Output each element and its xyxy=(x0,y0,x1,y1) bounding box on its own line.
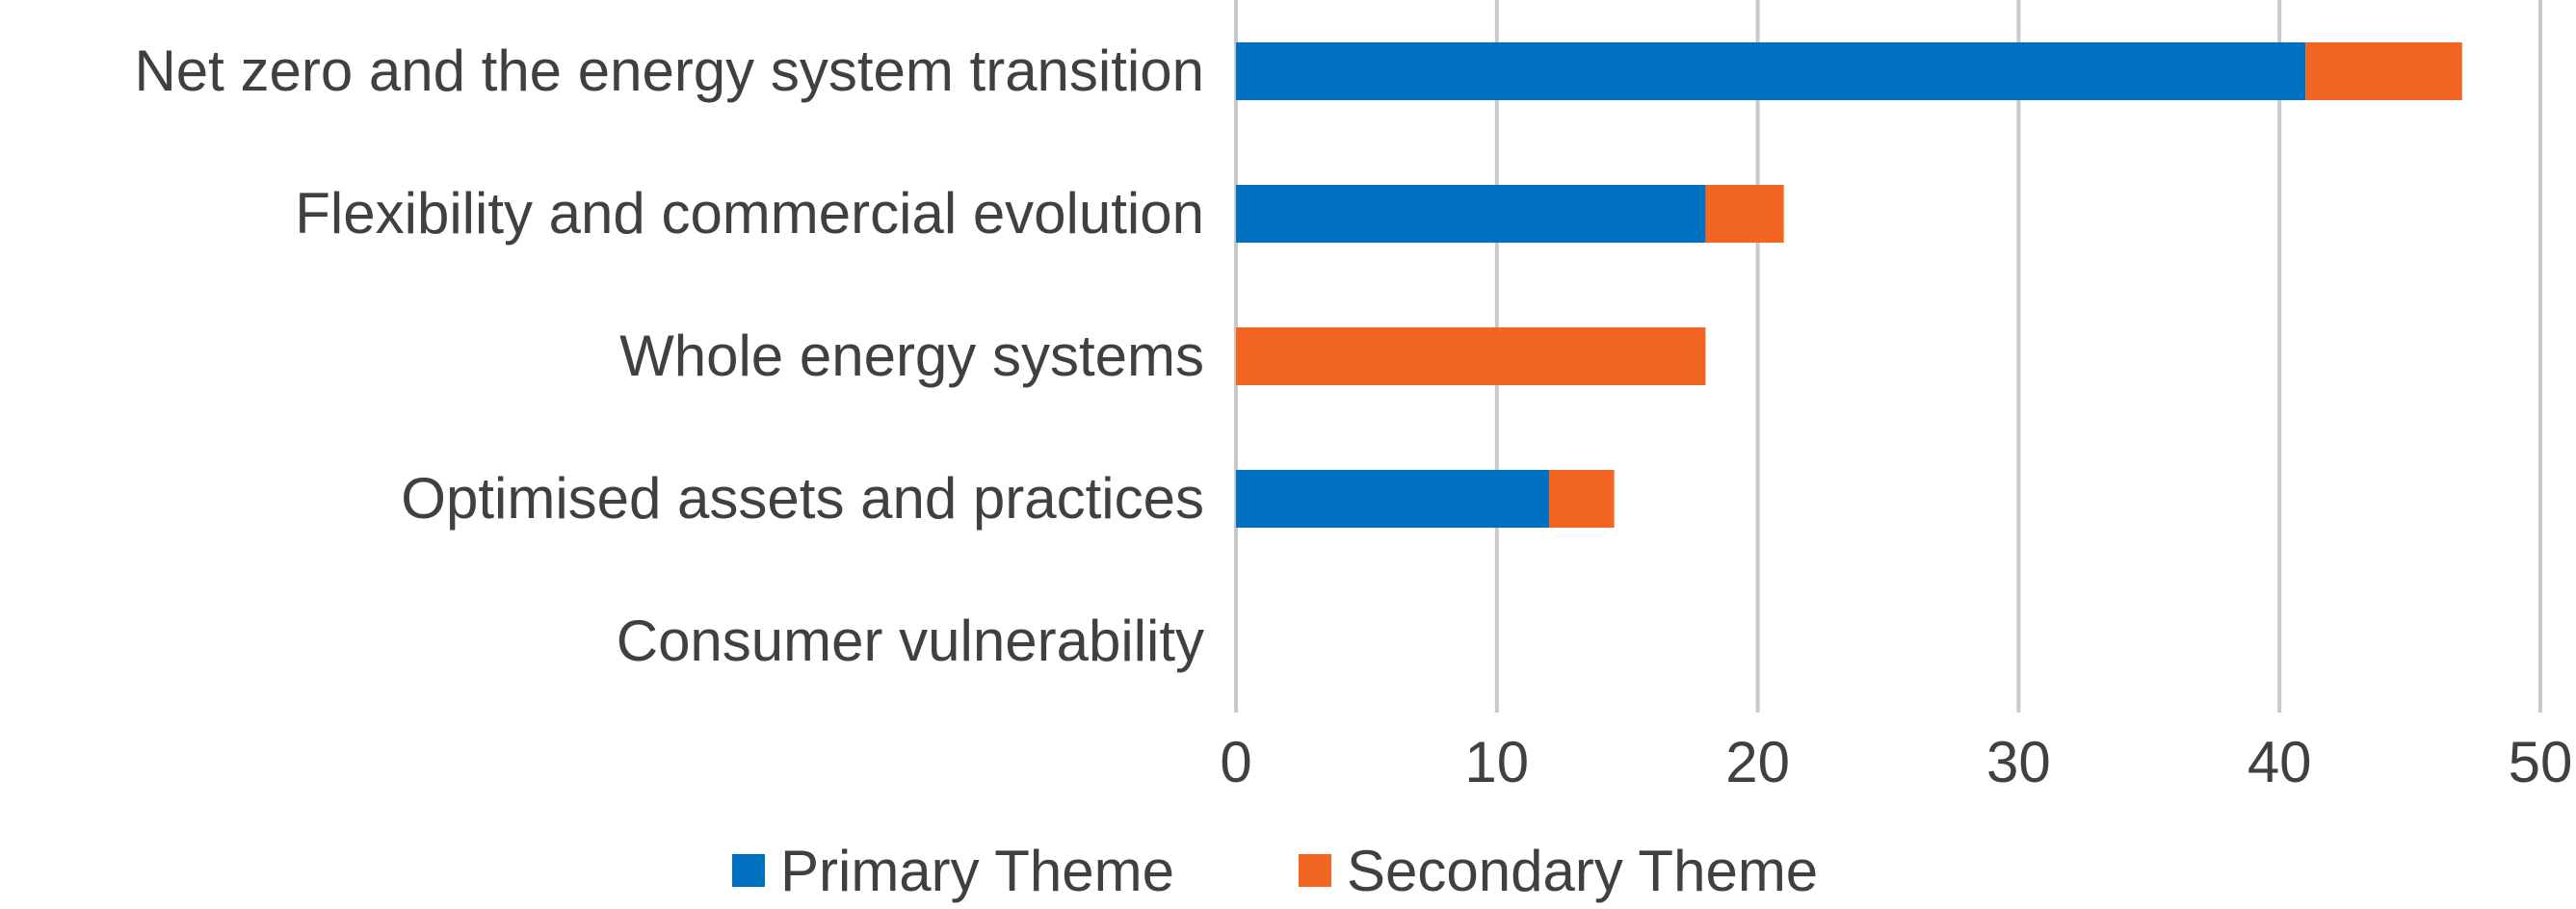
bar-primary-theme-net-zero-and-the-energy-system-transition xyxy=(1236,42,2306,100)
x-tick-label-10: 10 xyxy=(1464,730,1529,794)
bar-secondary-theme-optimised-assets-and-practices xyxy=(1548,470,1615,528)
x-tick-label-50: 50 xyxy=(2509,730,2573,794)
legend-swatch-primary-theme xyxy=(732,854,765,887)
category-label-flexibility-and-commercial-evolution: Flexibility and commercial evolution xyxy=(295,181,1204,246)
x-tick-label-40: 40 xyxy=(2247,730,2312,794)
x-tick-labels: 0 10 20 30 40 50 xyxy=(1220,730,2572,794)
legend: Primary Theme Secondary Theme xyxy=(732,839,1818,903)
gridlines xyxy=(1234,0,2542,713)
legend-swatch-secondary-theme xyxy=(1299,854,1331,887)
x-tick-label-0: 0 xyxy=(1220,730,1251,794)
bar-primary-theme-flexibility-and-commercial-evolution xyxy=(1236,185,1706,243)
bar-secondary-theme-net-zero-and-the-energy-system-transition xyxy=(2305,42,2462,100)
category-labels: Net zero and the energy system transitio… xyxy=(134,39,1204,673)
bars xyxy=(1236,42,2462,528)
category-label-net-zero-and-the-energy-system-transition: Net zero and the energy system transitio… xyxy=(134,39,1204,103)
x-tick-label-20: 20 xyxy=(1725,730,1790,794)
bar-secondary-theme-whole-energy-systems xyxy=(1236,327,1706,385)
legend-label-primary-theme: Primary Theme xyxy=(780,839,1174,903)
x-tick-label-30: 30 xyxy=(1986,730,2051,794)
legend-label-secondary-theme: Secondary Theme xyxy=(1347,839,1818,903)
category-label-consumer-vulnerability: Consumer vulnerability xyxy=(617,609,1204,673)
bar-secondary-theme-flexibility-and-commercial-evolution xyxy=(1705,185,1784,243)
category-label-whole-energy-systems: Whole energy systems xyxy=(619,324,1204,388)
category-label-optimised-assets-and-practices: Optimised assets and practices xyxy=(401,466,1204,531)
bar-primary-theme-optimised-assets-and-practices xyxy=(1236,470,1549,528)
